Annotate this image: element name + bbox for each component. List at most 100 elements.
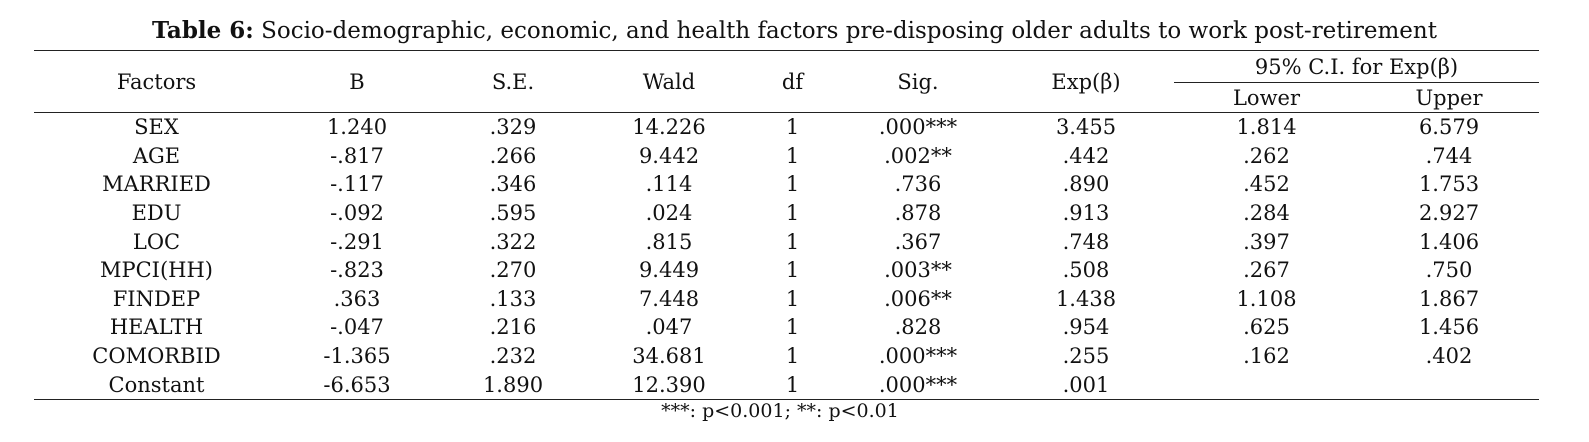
cell-b: -6.653 (279, 370, 435, 400)
cell-b: -.817 (330, 143, 384, 168)
cell-exp: .913 (1062, 201, 1110, 226)
cell-sig: .878 (894, 201, 942, 226)
cell-factor: EDU (131, 201, 182, 226)
cell-exp: .748 (1062, 229, 1110, 254)
cell-lower: 1.814 (1236, 115, 1297, 140)
cell-sig: .006** (884, 286, 952, 311)
cell-upper: .744 (1425, 143, 1473, 168)
cell-wald: .815 (645, 229, 693, 254)
cell-wald: 7.448 (638, 286, 700, 311)
cell-upper: .402 (1425, 344, 1473, 369)
cell-wald: .114 (645, 172, 693, 197)
cell-sig: .000*** (878, 344, 958, 369)
column-header-ci-group: 95% C.I. for Exp(β) (1174, 50, 1539, 83)
cell-factor: AGE (132, 143, 181, 168)
cell-factor: FINDEP (112, 286, 201, 311)
cell-lower: .284 (1243, 201, 1290, 226)
table-row: HEALTH -.047 .216 .047 1 .828 .954 .625 1.456 (34, 313, 1539, 342)
cell-wald: 12.390 (591, 370, 747, 400)
cell-exp: .001 (998, 370, 1174, 400)
column-header-upper: Upper (1359, 82, 1539, 113)
column-header-factors: Factors (34, 50, 279, 113)
cell-df: 1 (747, 370, 838, 400)
column-header-exp: Exp(β) (998, 50, 1174, 113)
cell-sig: .003** (884, 258, 952, 283)
cell-df: 1 (785, 315, 800, 340)
cell-lower: 1.108 (1236, 286, 1297, 311)
cell-df: 1 (785, 286, 800, 311)
cell-exp: .508 (1062, 258, 1110, 283)
cell-exp: 3.455 (1055, 115, 1117, 140)
cell-factor: MPCI(HH) (99, 258, 213, 283)
cell-exp: .954 (1062, 315, 1110, 340)
table-footnote: ***: p<0.001; **: p<0.01 (661, 400, 899, 422)
cell-exp: .890 (1062, 172, 1110, 197)
cell-b: -.047 (330, 315, 384, 340)
cell-factor: HEALTH (109, 315, 204, 340)
cell-df: 1 (785, 172, 800, 197)
cell-sig: .002** (884, 143, 952, 168)
cell-se: .595 (489, 201, 537, 226)
cell-lower (1174, 370, 1359, 400)
cell-se: .270 (489, 258, 537, 283)
cell-b: -.291 (330, 229, 384, 254)
cell-upper: 1.406 (1418, 229, 1480, 254)
cell-df: 1 (785, 143, 800, 168)
cell-lower: .262 (1243, 143, 1290, 168)
cell-factor: SEX (134, 115, 179, 140)
cell-lower: .267 (1243, 258, 1290, 283)
table-row: MPCI(HH) -.823 .270 9.449 1 .003** .508 .267 .75… (34, 256, 1539, 285)
cell-wald: 34.681 (632, 344, 706, 369)
cell-df: 1 (785, 115, 800, 140)
cell-factor: COMORBID (92, 344, 221, 369)
table-row: Constant -6.653 1.890 12.390 1.000*** .001 (34, 370, 1539, 400)
table-caption: Table 6: Socio-demographic, economic, an… (0, 18, 1589, 45)
cell-upper (1359, 370, 1539, 400)
cell-factor: Constant (34, 370, 279, 400)
cell-se: .329 (489, 115, 537, 140)
cell-b: -.117 (330, 172, 384, 197)
cell-wald: 9.442 (638, 143, 700, 168)
cell-se: .322 (489, 229, 537, 254)
column-header-lower: Lower (1174, 82, 1359, 113)
cell-upper: 1.456 (1418, 315, 1480, 340)
cell-lower: .452 (1243, 172, 1290, 197)
table-caption-text: Socio-demographic, economic, and health … (253, 18, 1437, 44)
cell-df: 1 (785, 258, 800, 283)
cell-exp: 1.438 (1055, 286, 1117, 311)
table-header: Factors B S.E. Wald df Sig. Exp(β) 95% C… (34, 50, 1539, 113)
cell-wald: 9.449 (638, 258, 700, 283)
cell-b: -.092 (330, 201, 384, 226)
cell-b: .363 (333, 286, 381, 311)
cell-factor: LOC (132, 229, 181, 254)
table-body: SEX 1.240.329 14.226 1.000*** 3.455 1.814 6.57… (34, 113, 1539, 400)
cell-se: .216 (489, 315, 537, 340)
cell-sig: .828 (894, 315, 942, 340)
cell-sig: .000*** (838, 370, 998, 400)
cell-exp: .442 (1062, 143, 1110, 168)
column-header-df: df (747, 50, 838, 113)
cell-df: 1 (785, 229, 800, 254)
cell-se: .266 (489, 143, 537, 168)
cell-upper: 1.867 (1418, 286, 1480, 311)
cell-se: .133 (489, 286, 537, 311)
cell-df: 1 (785, 344, 800, 369)
cell-upper: 2.927 (1418, 201, 1480, 226)
cell-wald: .024 (645, 201, 693, 226)
column-header-sig: Sig. (838, 50, 998, 113)
cell-upper: .750 (1425, 258, 1473, 283)
cell-se: .346 (489, 172, 537, 197)
cell-lower: .397 (1243, 229, 1290, 254)
table-row: COMORBID -1.365 .232 34.681 1 .000*** .255 .162… (34, 342, 1539, 371)
cell-upper: 6.579 (1418, 115, 1480, 140)
cell-lower: .162 (1243, 344, 1290, 369)
table-row: AGE -.817 .266 9.442 1 .002** .442 .262 .744 (34, 142, 1539, 171)
cell-b: -1.365 (323, 344, 391, 369)
cell-exp: .255 (1062, 344, 1110, 369)
table-row: EDU -.092 .595 .024 1 .878 .913 .284 2.927 (34, 199, 1539, 228)
cell-factor: MARRIED (102, 172, 211, 197)
table-row: SEX 1.240 .329 14.226 1 .000*** 3.455 1.814 6.57… (34, 113, 1539, 142)
cell-sig: .367 (894, 229, 942, 254)
cell-sig: .000*** (878, 115, 958, 140)
column-header-b: B (279, 50, 435, 113)
